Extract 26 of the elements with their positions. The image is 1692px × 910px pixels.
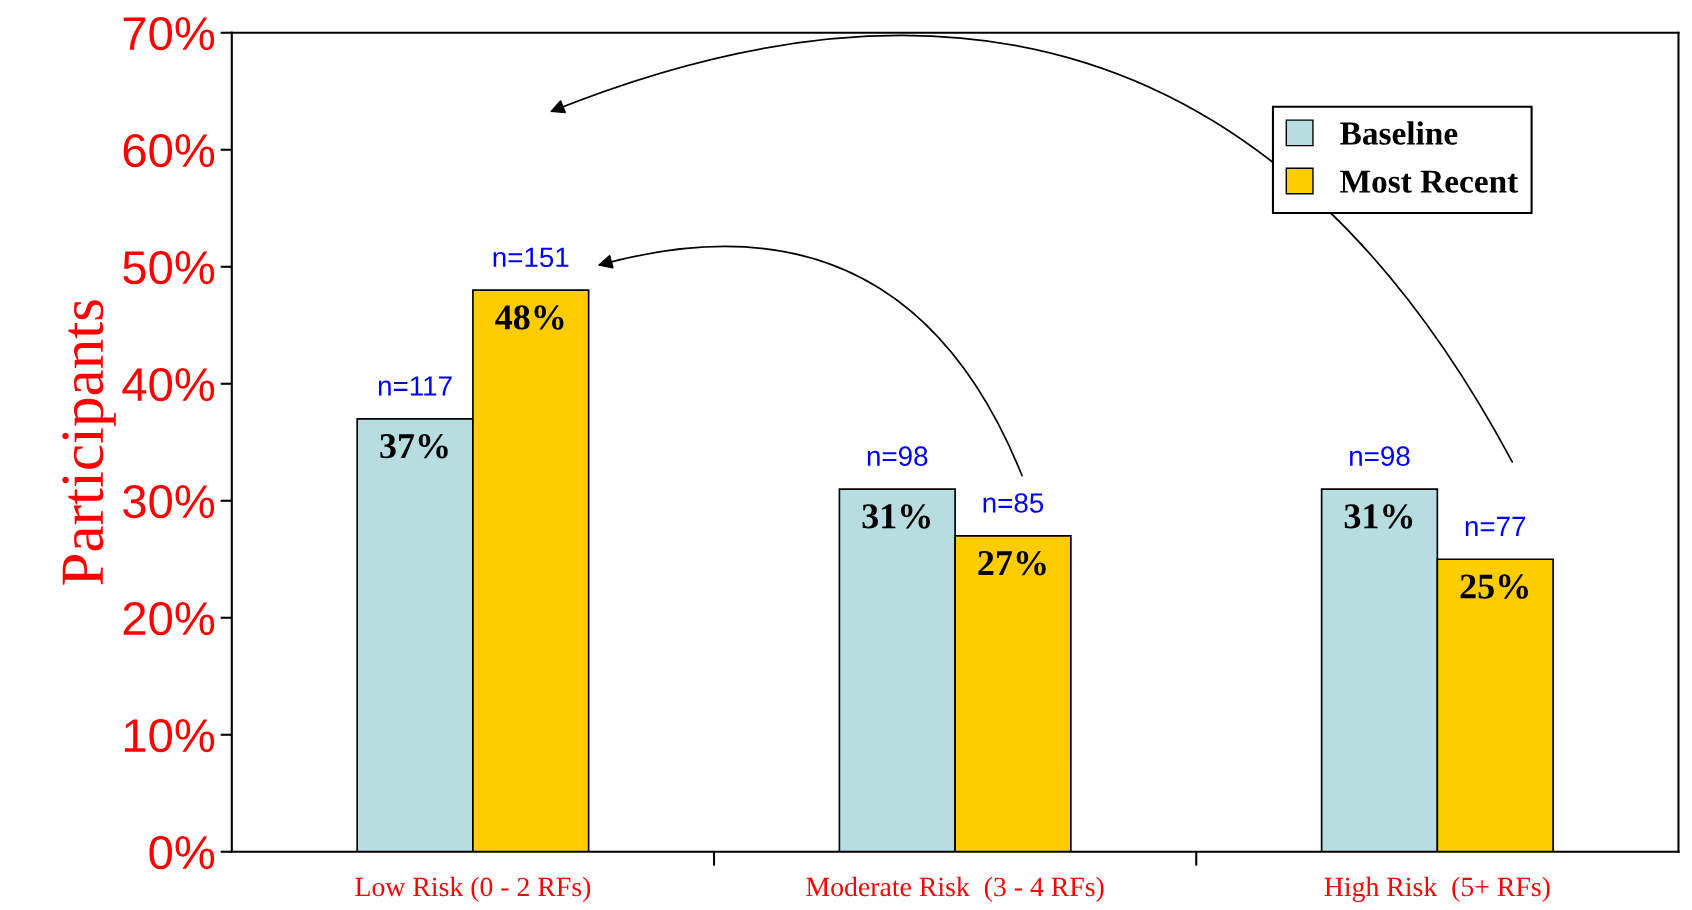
x-tick-label: Low Risk (0 - 2 RFs) bbox=[355, 876, 591, 902]
data-label: 31% bbox=[862, 504, 930, 529]
data-label: 25% bbox=[1460, 574, 1528, 599]
data-label: 31% bbox=[1344, 504, 1413, 529]
annotation: n=117 bbox=[378, 376, 452, 396]
annotation: n=98 bbox=[867, 446, 928, 467]
y-tick-label: 30% bbox=[123, 484, 215, 519]
data-label: 48% bbox=[495, 305, 564, 330]
annotation: n=77 bbox=[1465, 516, 1526, 536]
y-tick-label: 50% bbox=[123, 250, 215, 285]
annotation: n=85 bbox=[983, 493, 1044, 513]
annotation: n=151 bbox=[493, 247, 569, 268]
legend-label: Most Recent bbox=[1340, 170, 1519, 193]
y-tick-label: 0% bbox=[149, 835, 215, 870]
y-tick-label: 10% bbox=[124, 718, 215, 753]
data-label: 27% bbox=[978, 550, 1046, 576]
y-tick-label: 60% bbox=[123, 133, 215, 168]
annotation: n=98 bbox=[1350, 446, 1410, 467]
y-tick-label: 70% bbox=[123, 16, 215, 51]
y-axis-title: Participants bbox=[62, 300, 116, 585]
data-label: 37% bbox=[380, 433, 448, 459]
legend-label: Baseline bbox=[1340, 121, 1458, 145]
y-tick-label: 20% bbox=[123, 601, 215, 636]
x-tick-label: Moderate Risk (3 - 4 RFs) bbox=[806, 876, 1104, 902]
y-tick-label: 40% bbox=[122, 367, 215, 402]
x-tick-label: High Risk (5+ RFs) bbox=[1324, 876, 1550, 903]
